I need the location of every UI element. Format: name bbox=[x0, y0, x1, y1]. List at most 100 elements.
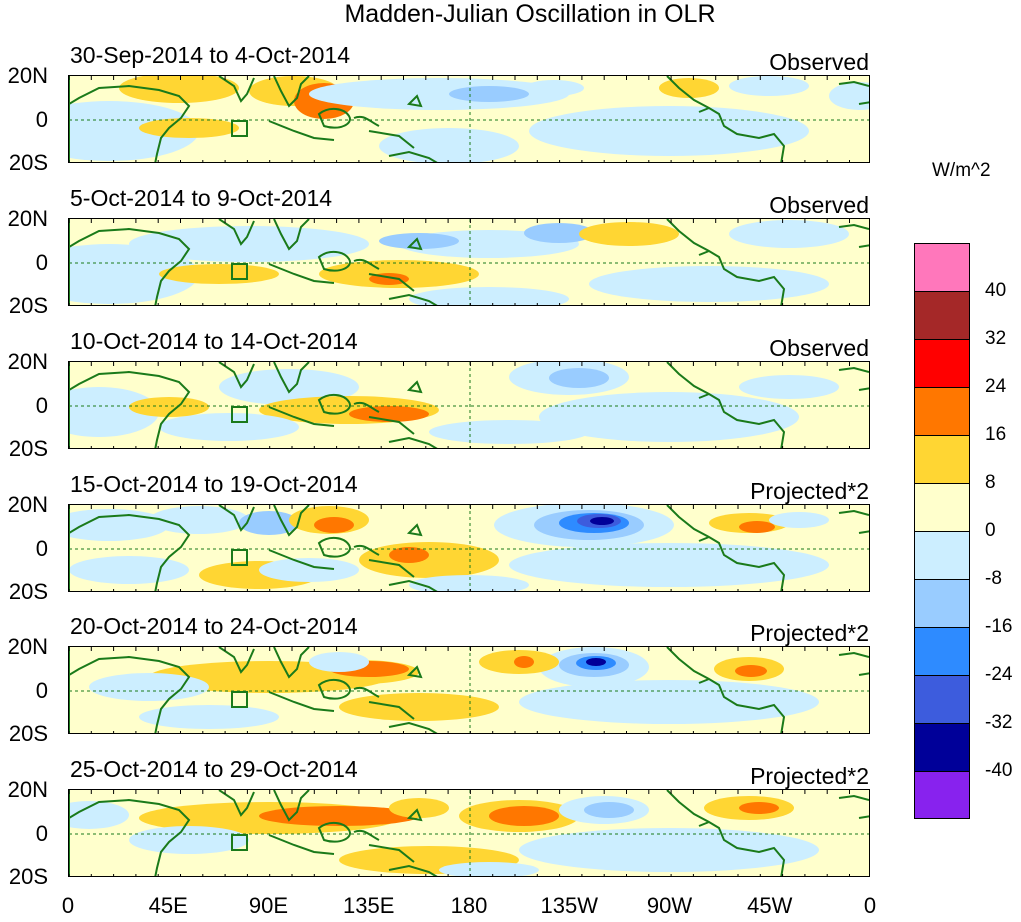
coastline bbox=[69, 227, 191, 305]
coastline bbox=[698, 536, 710, 542]
olr-anomaly-map bbox=[68, 646, 870, 734]
region-box bbox=[231, 834, 248, 851]
coastline bbox=[218, 505, 255, 532]
anomaly-contour bbox=[119, 76, 239, 103]
anomaly-contour bbox=[739, 375, 839, 399]
anomaly-contour bbox=[69, 101, 199, 161]
coastline bbox=[858, 530, 869, 534]
anomaly-contour bbox=[239, 511, 299, 535]
anomaly-contour bbox=[69, 244, 199, 304]
colorbar-label: -40 bbox=[985, 760, 1013, 781]
panel-type-label: Observed bbox=[769, 192, 869, 218]
colorbar-swatch bbox=[914, 771, 970, 819]
coastline bbox=[368, 701, 415, 720]
panel-type-label: Observed bbox=[769, 335, 869, 361]
latitude-label: 20N bbox=[7, 634, 48, 659]
coastline bbox=[317, 537, 351, 558]
coastline bbox=[368, 559, 415, 578]
colorbar-label: 8 bbox=[985, 472, 996, 493]
latitude-label: 0 bbox=[35, 678, 48, 703]
olr-anomaly-map bbox=[68, 504, 870, 592]
colorbar-label: 24 bbox=[985, 376, 1007, 397]
coastline bbox=[368, 130, 415, 149]
coastline bbox=[388, 721, 438, 733]
anomaly-contour bbox=[729, 220, 849, 248]
coastline bbox=[666, 219, 786, 305]
anomaly-contour bbox=[509, 543, 829, 587]
coastline bbox=[268, 406, 335, 427]
anomaly-contour bbox=[69, 556, 189, 584]
region-box bbox=[231, 263, 248, 280]
coastline bbox=[388, 579, 438, 591]
colorbar-label: 32 bbox=[985, 328, 1007, 349]
anomaly-contour bbox=[579, 222, 679, 246]
coastline bbox=[698, 393, 710, 399]
coastline bbox=[406, 94, 423, 108]
anomaly-contour bbox=[359, 542, 499, 578]
coastline bbox=[69, 798, 191, 876]
coastline bbox=[317, 108, 351, 129]
panel-type-label: Projected*2 bbox=[750, 478, 869, 504]
coastline bbox=[698, 250, 710, 256]
coastline bbox=[698, 678, 710, 684]
coastline bbox=[273, 647, 310, 679]
coastline bbox=[317, 679, 351, 700]
anomaly-contour bbox=[389, 547, 429, 563]
latitude-label: 20S bbox=[8, 864, 48, 889]
latitude-label: 20N bbox=[7, 492, 48, 517]
coastline bbox=[838, 80, 869, 87]
panel-type-label: Projected*2 bbox=[750, 620, 869, 646]
coastline bbox=[858, 672, 869, 676]
colorbar-swatch bbox=[914, 435, 970, 483]
longitude-label: 135W bbox=[540, 893, 598, 918]
coastline bbox=[388, 864, 438, 876]
coastline bbox=[406, 808, 423, 822]
coastline bbox=[218, 790, 255, 817]
latitude-label: 20S bbox=[8, 579, 48, 604]
anomaly-contour bbox=[259, 558, 359, 582]
latitude-label: 0 bbox=[35, 393, 48, 418]
olr-anomaly-map bbox=[68, 75, 870, 163]
coastline bbox=[69, 84, 191, 162]
panel-date-range: 25-Oct-2014 to 29-Oct-2014 bbox=[70, 756, 358, 782]
anomaly-contour bbox=[69, 387, 159, 437]
longitude-label: 45E bbox=[148, 893, 188, 918]
anomaly-contour bbox=[769, 512, 829, 528]
coastline bbox=[353, 401, 380, 413]
anomaly-contour bbox=[729, 76, 809, 96]
anomaly-contour bbox=[524, 223, 594, 243]
longitude-label: 180 bbox=[450, 893, 488, 918]
latitude-label: 20N bbox=[7, 206, 48, 231]
coastline bbox=[69, 655, 191, 733]
anomaly-contour bbox=[139, 705, 279, 729]
latitude-label: 0 bbox=[35, 250, 48, 275]
coastline bbox=[838, 651, 869, 658]
colorbar-label: 40 bbox=[985, 280, 1007, 301]
coastline bbox=[388, 293, 438, 305]
coastline bbox=[666, 647, 786, 733]
coastline bbox=[273, 362, 310, 394]
anomaly-contour bbox=[519, 680, 819, 724]
coastline bbox=[368, 416, 415, 435]
anomaly-contour bbox=[229, 374, 289, 390]
panel-date-range: 30-Sep-2014 to 4-Oct-2014 bbox=[70, 42, 351, 68]
panel-date-range: 15-Oct-2014 to 19-Oct-2014 bbox=[70, 471, 358, 497]
region-box bbox=[231, 691, 248, 708]
coastline bbox=[838, 794, 869, 801]
region-box bbox=[231, 120, 248, 137]
coastline bbox=[698, 821, 710, 827]
coastline bbox=[69, 370, 191, 448]
map-canvas bbox=[69, 790, 869, 876]
anomaly-contour bbox=[129, 226, 369, 262]
colorbar-label: 0 bbox=[985, 520, 996, 541]
latitude-label: 0 bbox=[35, 107, 48, 132]
coastline bbox=[218, 647, 255, 674]
coastline bbox=[698, 107, 710, 113]
anomaly-contour bbox=[149, 506, 249, 534]
anomaly-contour bbox=[489, 806, 559, 826]
longitude-label: 135E bbox=[343, 893, 395, 918]
anomaly-contour bbox=[514, 656, 534, 668]
coastline bbox=[218, 219, 255, 246]
coastline bbox=[353, 544, 380, 556]
colorbar-swatch bbox=[914, 339, 970, 387]
